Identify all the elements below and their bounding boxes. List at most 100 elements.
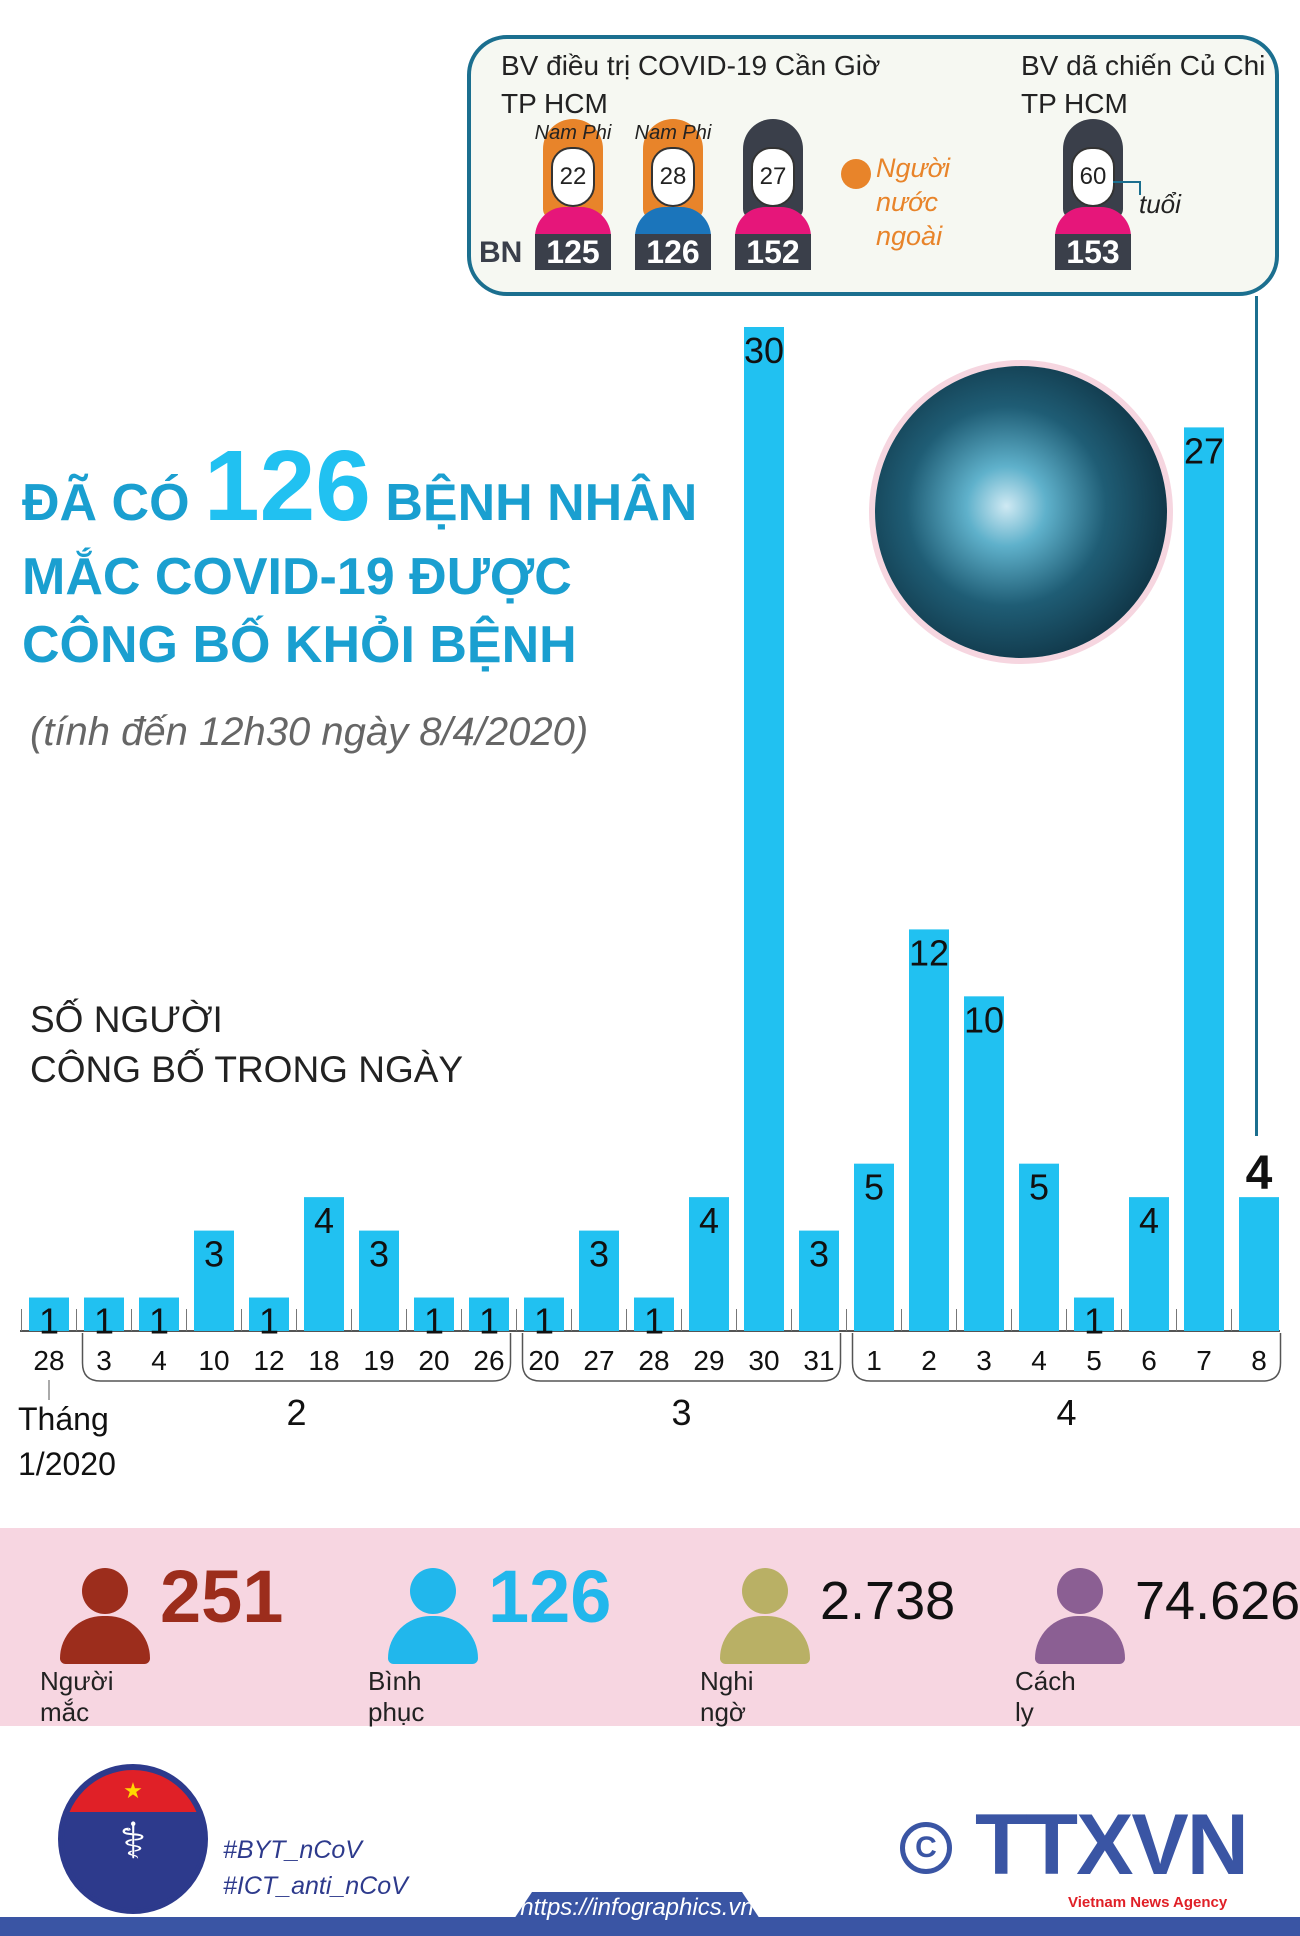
category-label: 12 xyxy=(253,1345,284,1376)
bar xyxy=(689,1197,729,1331)
patient-age: 28 xyxy=(651,147,695,207)
category-label: 4 xyxy=(1031,1345,1047,1376)
data-label: 1 xyxy=(39,1301,59,1342)
chart-title-line2: CÔNG BỐ TRONG NGÀY xyxy=(30,1049,464,1090)
patient-id: 125 xyxy=(535,234,611,270)
virus-image xyxy=(875,366,1167,658)
bar xyxy=(84,1297,124,1331)
person-icon xyxy=(60,1568,150,1668)
category-label: 3 xyxy=(976,1345,992,1376)
data-label: 3 xyxy=(809,1234,829,1275)
data-label: 4 xyxy=(699,1200,719,1241)
hospital-can-gio-label: BV điều trị COVID-19 Cần Giờ TP HCM xyxy=(501,50,881,119)
patient-origin: Nam Phi xyxy=(534,122,612,144)
data-label: 4 xyxy=(1139,1200,1159,1241)
month-label: 2 xyxy=(286,1392,306,1433)
category-label: 29 xyxy=(693,1345,724,1376)
data-label: 5 xyxy=(864,1167,884,1208)
shirt xyxy=(535,207,611,239)
month-label: 4 xyxy=(1056,1392,1076,1433)
category-label: 28 xyxy=(33,1345,64,1376)
bar xyxy=(29,1297,69,1331)
category-label: 1 xyxy=(866,1345,882,1376)
data-label: 1 xyxy=(1084,1301,1104,1342)
patient-avatar: 27 152 xyxy=(733,119,813,270)
bar xyxy=(799,1230,839,1331)
category-label: 31 xyxy=(803,1345,834,1376)
person-icon xyxy=(1035,1568,1125,1668)
month-bracket xyxy=(521,1333,842,1382)
hospital-cu-chi-label: BV dã chiến Củ Chi TP HCM xyxy=(1021,50,1266,119)
data-label: 10 xyxy=(964,999,1004,1040)
arrow-icon xyxy=(1113,181,1141,195)
chart-title-line1: SỐ NGƯỜI xyxy=(30,999,223,1040)
bn-label: BN xyxy=(479,236,523,269)
person-icon xyxy=(388,1568,478,1668)
patient-id: 153 xyxy=(1055,234,1131,270)
category-label: 7 xyxy=(1196,1345,1212,1376)
ministry-of-health-logo: ★ ⚕ xyxy=(58,1764,208,1914)
data-label: 30 xyxy=(744,330,784,371)
hashtags: #BYT_nCoV #ICT_anti_nCoV xyxy=(223,1832,408,1904)
patient-avatar: 28 126 Nam Phi xyxy=(633,119,713,270)
age-unit-label: tuổi xyxy=(1139,189,1181,219)
patient-avatar: 60 153 xyxy=(1053,119,1133,270)
footer-bar xyxy=(0,1917,1300,1936)
stat-label: Người mắc xyxy=(40,1666,114,1727)
foreigner-legend: Người nước ngoài xyxy=(876,153,950,251)
person-icon xyxy=(720,1568,810,1668)
shirt xyxy=(635,207,711,239)
data-label: 27 xyxy=(1184,430,1224,471)
hashtag-ict: #ICT_anti_nCoV xyxy=(223,1872,408,1900)
bar xyxy=(469,1297,509,1331)
copyright-icon: C xyxy=(900,1822,952,1874)
stat-value: 126 xyxy=(488,1555,612,1638)
stats-band: 251 Người mắc 126 Bình phục 2.738 Nghi ngờ 74.… xyxy=(0,1528,1300,1727)
data-label: 1 xyxy=(424,1301,444,1342)
bar xyxy=(414,1297,454,1331)
category-label: 20 xyxy=(528,1345,559,1376)
bar xyxy=(359,1230,399,1331)
bar xyxy=(579,1230,619,1331)
star-icon: ★ xyxy=(64,1770,202,1812)
headline-prefix: ĐÃ CÓ xyxy=(22,474,190,532)
bar xyxy=(964,996,1004,1331)
patient-origin: Nam Phi xyxy=(634,122,712,144)
bar xyxy=(909,929,949,1331)
bar xyxy=(304,1197,344,1331)
patient-avatar: 22 125 Nam Phi xyxy=(533,119,613,270)
patient-id: 152 xyxy=(735,234,811,270)
data-label: 3 xyxy=(369,1234,389,1275)
category-label: 30 xyxy=(748,1345,779,1376)
data-label: 4 xyxy=(1246,1147,1273,1200)
bar xyxy=(1019,1163,1059,1331)
category-label: 19 xyxy=(363,1345,394,1376)
headline-suffix: BỆNH NHÂN xyxy=(385,474,698,532)
bar xyxy=(634,1297,674,1331)
data-label: 5 xyxy=(1029,1167,1049,1208)
headline-number: 126 xyxy=(204,430,371,542)
stat-label: Nghi ngờ xyxy=(700,1666,754,1727)
category-label: 27 xyxy=(583,1345,614,1376)
patient-id: 126 xyxy=(635,234,711,270)
bar xyxy=(1184,427,1224,1331)
bar xyxy=(1239,1197,1279,1331)
connector-line xyxy=(1255,296,1258,1136)
data-label: 1 xyxy=(94,1301,114,1342)
bar xyxy=(249,1297,289,1331)
category-label: 6 xyxy=(1141,1345,1157,1376)
headline-subtitle: (tính đến 12h30 ngày 8/4/2020) xyxy=(30,710,589,754)
category-label: 4 xyxy=(151,1345,167,1376)
category-label: 26 xyxy=(473,1345,504,1376)
headline-line1: ĐÃ CÓ 126 BỆNH NHÂN xyxy=(22,436,697,536)
bar xyxy=(139,1297,179,1331)
patient-age: 22 xyxy=(551,147,595,207)
bar-chart: 1281314310112418319120126120327128429303… xyxy=(18,327,1282,1482)
website-link[interactable]: https://infographics.vn xyxy=(512,1892,762,1922)
data-label: 4 xyxy=(314,1200,334,1241)
category-label: 3 xyxy=(96,1345,112,1376)
month-bracket xyxy=(851,1333,1282,1382)
bar xyxy=(744,327,784,1331)
stat-label: Bình phục xyxy=(368,1666,425,1727)
category-label: 20 xyxy=(418,1345,449,1376)
